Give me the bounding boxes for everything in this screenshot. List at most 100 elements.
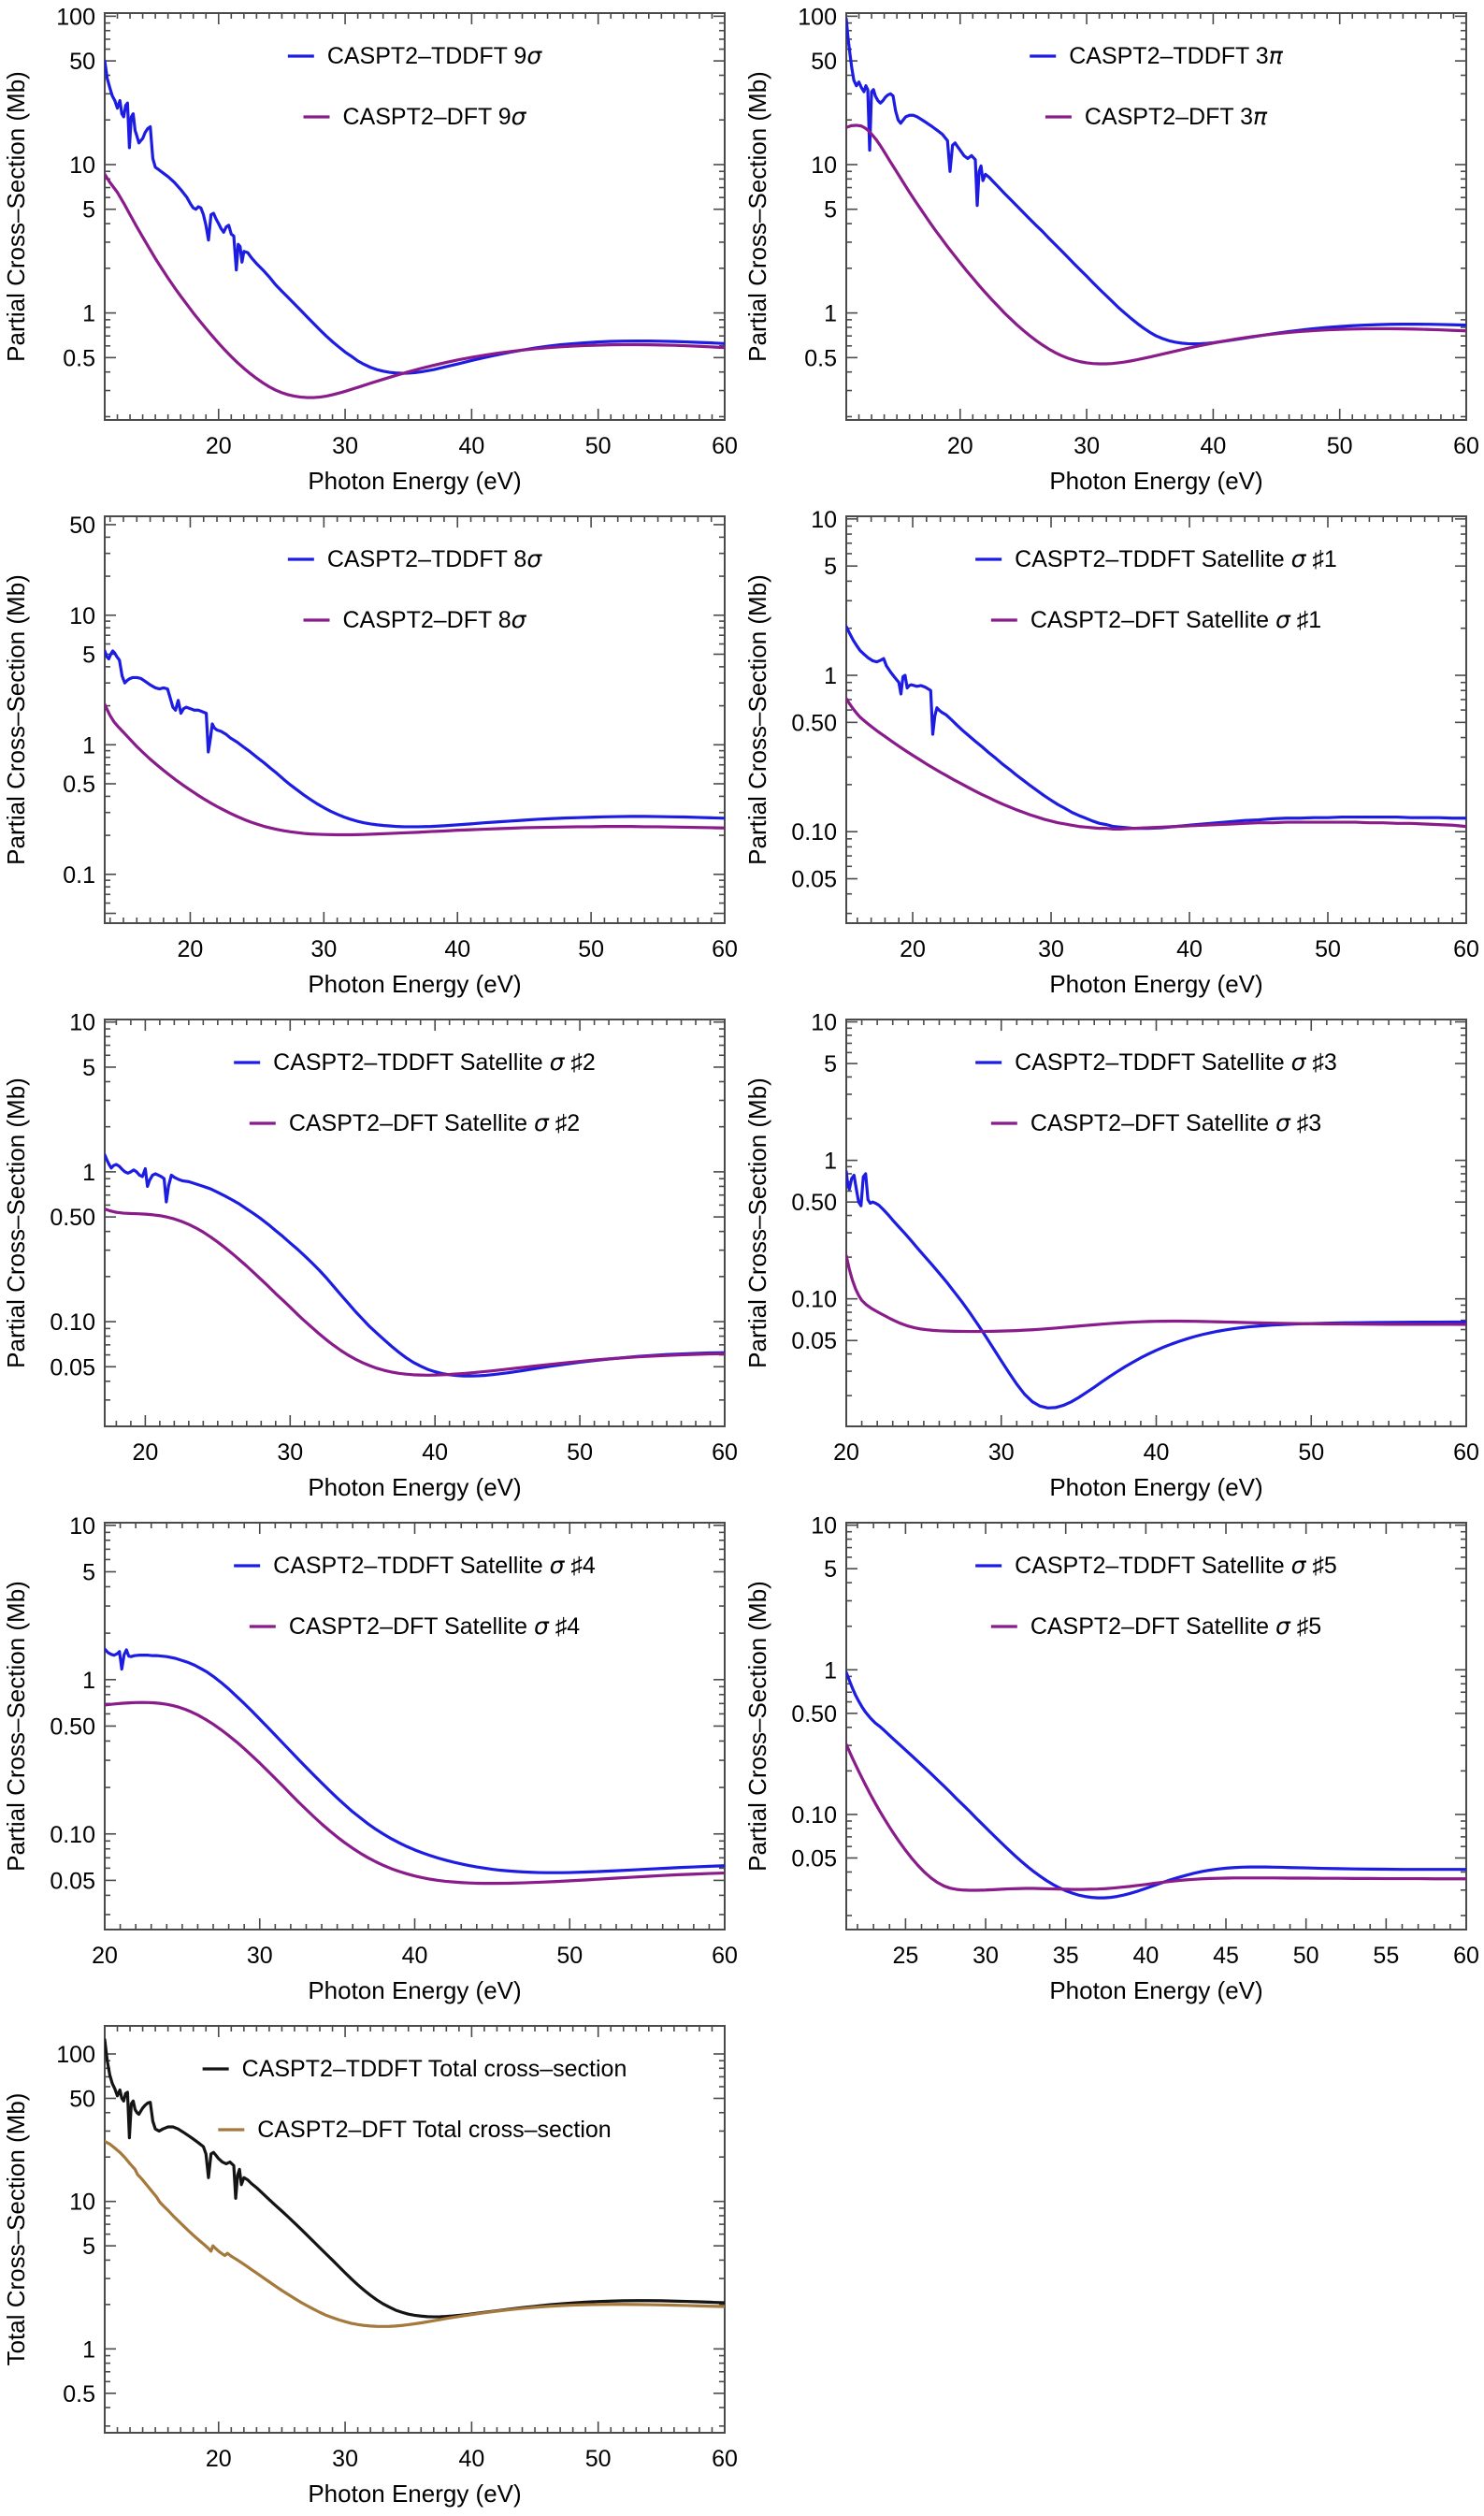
series-curve-dft	[105, 1700, 725, 1886]
x-tick-label: 60	[712, 1943, 738, 1969]
x-tick-label: 50	[585, 433, 612, 459]
legend-label: CASPT2–TDDFT Satellite σ ♯4	[273, 1552, 596, 1579]
x-tick-label: 50	[1315, 936, 1341, 962]
y-tick-label: 0.05	[791, 867, 837, 893]
y-tick-label: 5	[824, 197, 837, 224]
y-tick-label: 0.50	[50, 1205, 95, 1231]
y-tick-label: 10	[69, 1513, 95, 1540]
legend-label: CASPT2–DFT Total cross–section	[257, 2117, 611, 2143]
chart-satellite-2: 20 30 40 50 60 0.05 0.10 0.50 1 5 10 Photon Energy …	[2, 1010, 738, 1501]
series-curve-dft	[105, 2139, 725, 2328]
y-tick-label: 0.10	[791, 1802, 837, 1829]
legend-label: CASPT2–DFT Satellite σ ♯5	[1030, 1612, 1321, 1640]
series-curve-dft	[846, 123, 1466, 366]
series-curve-tddft	[105, 1647, 725, 1874]
x-tick-label: 45	[1213, 1943, 1239, 1969]
y-tick-label: 10	[811, 1010, 837, 1036]
x-tick-label: 40	[458, 433, 484, 459]
x-tick-label: 50	[1298, 1439, 1324, 1466]
y-tick-label: 10	[69, 603, 95, 629]
y-tick-label: 1	[824, 663, 837, 689]
y-tick-label: 0.05	[50, 1354, 95, 1381]
legend-label: CASPT2–DFT Satellite σ ♯2	[289, 1109, 580, 1136]
series-curve-dft	[846, 1742, 1466, 1892]
legend-label: CASPT2–DFT 3π	[1085, 103, 1268, 130]
y-tick-label: 10	[811, 1513, 837, 1540]
series-curve-tddft	[846, 1169, 1466, 1410]
x-tick-label: 30	[1073, 433, 1100, 459]
x-tick-label: 40	[444, 936, 470, 962]
x-axis-label: Photon Energy (eV)	[1049, 1976, 1262, 2004]
y-tick-label: 5	[82, 1559, 95, 1585]
x-tick-label: 40	[458, 2446, 484, 2472]
x-axis-label: Photon Energy (eV)	[1049, 1473, 1262, 1501]
y-tick-label: 1	[824, 1149, 837, 1175]
y-tick-label: 0.10	[791, 819, 837, 846]
x-tick-label: 40	[1176, 936, 1203, 962]
y-axis-label: Partial Cross–Section (Mb)	[2, 574, 30, 865]
x-tick-label: 35	[1053, 1943, 1079, 1969]
plot-frame	[104, 2025, 726, 2434]
x-tick-label: 30	[310, 936, 337, 962]
series-curve-tddft	[105, 649, 725, 829]
series-curve-dft	[105, 172, 725, 399]
panel-satellite-4: 20 30 40 50 60 0.05 0.10 0.50 1 5 10 Photon Energy …	[0, 1510, 742, 2013]
panel-9sigma: 20 30 40 50 60 0.5 1 5 10 50 100 Photon Energy (eV)…	[0, 0, 742, 503]
y-tick-label: 5	[824, 554, 837, 580]
chart-satellite-4: 20 30 40 50 60 0.05 0.10 0.50 1 5 10 Photon Energy …	[2, 1513, 738, 2004]
x-axis-label: Photon Energy (eV)	[308, 1976, 521, 2004]
y-tick-label: 5	[82, 1055, 95, 1081]
x-tick-label: 60	[1453, 1439, 1479, 1466]
legend-label: CASPT2–DFT 9σ	[342, 103, 526, 130]
legend-label: CASPT2–TDDFT 3π	[1069, 42, 1283, 69]
y-tick-label: 10	[69, 2190, 95, 2216]
y-tick-label: 5	[82, 2234, 95, 2260]
x-tick-label: 55	[1373, 1943, 1399, 1969]
chart-3pi: 20 30 40 50 60 0.5 1 5 10 50 100 Photon Energy (eV)…	[743, 4, 1479, 495]
panel-total: 20 30 40 50 60 0.5 1 5 10 50 100 Photon Energy (eV)…	[0, 2013, 742, 2516]
x-tick-label: 30	[332, 433, 358, 459]
x-tick-label: 40	[422, 1439, 448, 1466]
y-tick-label: 50	[69, 513, 95, 539]
y-tick-label: 1	[82, 732, 95, 759]
panel-satellite-5: 25 30 35 40 45 50 55 60 0.05 0.10 0.50 1 5 10 Photon E…	[742, 1510, 1483, 2013]
series-curve-dft	[846, 697, 1466, 831]
x-tick-label: 50	[1327, 433, 1353, 459]
y-tick-label: 0.10	[791, 1287, 837, 1313]
y-tick-label: 0.50	[791, 1701, 837, 1728]
y-tick-label: 50	[811, 49, 837, 75]
x-axis-label: Photon Energy (eV)	[1049, 970, 1262, 998]
x-tick-label: 40	[1144, 1439, 1170, 1466]
y-tick-label: 50	[69, 2086, 95, 2112]
legend-label: CASPT2–DFT Satellite σ ♯1	[1030, 606, 1321, 633]
y-tick-label: 5	[824, 1556, 837, 1583]
y-tick-label: 0.5	[804, 345, 837, 371]
empty-cell	[742, 2013, 1484, 2516]
x-tick-label: 60	[712, 1439, 738, 1466]
x-tick-label: 30	[332, 2446, 358, 2472]
series-curve-tddft	[105, 1153, 725, 1378]
y-tick-label: 10	[811, 507, 837, 533]
y-tick-label: 10	[69, 152, 95, 179]
legend-label: CASPT2–DFT Satellite σ ♯4	[289, 1612, 580, 1640]
y-tick-label: 0.10	[50, 1309, 95, 1336]
x-tick-label: 20	[206, 2446, 232, 2472]
chart-satellite-5: 25 30 35 40 45 50 55 60 0.05 0.10 0.50 1 5 10 Photon E…	[743, 1513, 1479, 2004]
x-tick-label: 60	[1453, 1943, 1479, 1969]
y-tick-label: 100	[56, 2042, 95, 2068]
x-tick-label: 20	[178, 936, 204, 962]
plot-frame	[845, 1019, 1467, 1427]
x-tick-label: 30	[988, 1439, 1015, 1466]
x-axis-label: Photon Energy (eV)	[308, 467, 521, 495]
legend-label: CASPT2–DFT Satellite σ ♯3	[1030, 1109, 1321, 1136]
plot-frame	[845, 515, 1467, 924]
legend-label: CASPT2–TDDFT Satellite σ ♯3	[1015, 1048, 1337, 1076]
y-tick-label: 1	[82, 2336, 95, 2363]
y-tick-label: 0.50	[50, 1713, 95, 1740]
panel-satellite-2: 20 30 40 50 60 0.05 0.10 0.50 1 5 10 Photon Energy …	[0, 1006, 742, 1510]
legend-label: CASPT2–TDDFT Satellite σ ♯1	[1015, 545, 1337, 572]
panel-satellite-3: 20 30 40 50 60 0.05 0.10 0.50 1 5 10 Photon Energy …	[742, 1006, 1483, 1510]
chart-9sigma: 20 30 40 50 60 0.5 1 5 10 50 100 Photon Energy (eV)…	[2, 4, 738, 495]
chart-8sigma: 20 30 40 50 60 0.1 0.5 1 5 10 50 Photon Energy (eV)…	[2, 513, 738, 998]
